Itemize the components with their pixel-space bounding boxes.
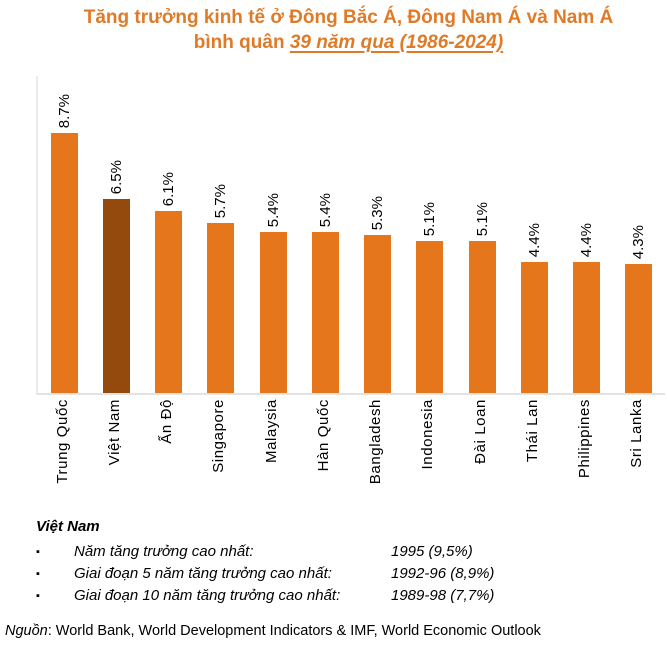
note-label: Giai đoạn 10 năm tăng trưởng cao nhất: bbox=[74, 587, 341, 604]
category-label: Singapore bbox=[210, 399, 228, 473]
category-label: Thái Lan bbox=[523, 399, 541, 463]
bar bbox=[520, 262, 548, 393]
bar-group: 4.3% bbox=[613, 76, 665, 393]
bar-group: 6.5% bbox=[90, 76, 142, 393]
bar-value-label: 5.7% bbox=[212, 183, 230, 218]
bar-group: 4.4% bbox=[561, 76, 613, 393]
bullet-icon: ▪ bbox=[36, 568, 40, 580]
note-value: 1992-96 (8,9%) bbox=[391, 565, 495, 582]
bar bbox=[102, 199, 130, 393]
bar bbox=[311, 232, 339, 393]
bar-value-label: 5.4% bbox=[264, 192, 282, 227]
bar-value-label: 6.1% bbox=[160, 171, 178, 206]
note-row: ▪ Giai đoạn 10 năm tăng trưởng cao nhất: 1… bbox=[36, 585, 636, 607]
category-label: Malaysia bbox=[262, 399, 280, 463]
notes-heading: Việt Nam bbox=[36, 518, 100, 535]
bar-group: 5.1% bbox=[404, 76, 456, 393]
category-slot: Việt Nam bbox=[88, 399, 140, 517]
bar-value-label: 5.1% bbox=[421, 201, 439, 236]
vietnam-notes-block: Việt Nam ▪ Năm tăng trưởng cao nhất: 1995 … bbox=[36, 518, 636, 607]
bar-group: 5.4% bbox=[247, 76, 299, 393]
note-label: Năm tăng trưởng cao nhất: bbox=[74, 543, 254, 560]
category-slot: Trung Quốc bbox=[36, 399, 88, 517]
bar bbox=[364, 235, 392, 393]
category-slot: Bangladesh bbox=[350, 399, 402, 517]
bar-group: 4.4% bbox=[508, 76, 560, 393]
note-value: 1989-98 (7,7%) bbox=[391, 587, 495, 604]
category-label: Hàn Quốc bbox=[314, 399, 332, 472]
category-label: Philippines bbox=[576, 399, 594, 479]
category-slot: Singapore bbox=[193, 399, 245, 517]
category-slot: Đài Loan bbox=[454, 399, 506, 517]
plot-area: 8.7% 6.5% 6.1% 5.7% 5.4% 5.4% 5.3% 5.1% 5.1% 4.4%… bbox=[36, 76, 665, 395]
category-label: Ấn Độ bbox=[158, 399, 176, 444]
bar-group: 5.7% bbox=[195, 76, 247, 393]
bullet-icon: ▪ bbox=[36, 546, 40, 558]
chart-title: Tăng trưởng kinh tế ở Đông Bắc Á, Đông N… bbox=[30, 5, 667, 55]
bar bbox=[468, 241, 496, 393]
source-prefix: Nguồn bbox=[5, 623, 48, 639]
note-row: ▪ Năm tăng trưởng cao nhất: 1995 (9,5%) bbox=[36, 541, 636, 563]
notes-rows: ▪ Năm tăng trưởng cao nhất: 1995 (9,5%) ▪ Gi… bbox=[36, 541, 636, 607]
note-label: Giai đoạn 5 năm tăng trưởng cao nhất: bbox=[74, 565, 332, 582]
category-slot: Hàn Quốc bbox=[297, 399, 349, 517]
category-label: Sri Lanka bbox=[628, 399, 646, 468]
bar-value-label: 4.4% bbox=[578, 222, 596, 257]
category-axis: Trung Quốc Việt Nam Ấn Độ Singapore Malaysia… bbox=[36, 399, 663, 517]
bar-value-label: 5.3% bbox=[369, 195, 387, 230]
bar bbox=[259, 232, 287, 393]
bar bbox=[155, 211, 183, 393]
category-slot: Philippines bbox=[559, 399, 611, 517]
bar-value-label: 6.5% bbox=[107, 159, 125, 194]
bar-group: 5.4% bbox=[299, 76, 351, 393]
bar bbox=[207, 223, 235, 393]
bar bbox=[625, 264, 653, 393]
note-row: ▪ Giai đoạn 5 năm tăng trưởng cao nhất: 19… bbox=[36, 563, 636, 585]
bar-value-label: 5.1% bbox=[473, 201, 491, 236]
bar-group: 5.1% bbox=[456, 76, 508, 393]
bar bbox=[573, 262, 601, 393]
category-label: Trung Quốc bbox=[53, 399, 71, 484]
bar bbox=[416, 241, 444, 393]
chart-title-line2: bình quân 39 năm qua (1986-2024) bbox=[30, 30, 667, 55]
chart-title-line1: Tăng trưởng kinh tế ở Đông Bắc Á, Đông N… bbox=[83, 7, 614, 28]
source-text: : World Bank, World Development Indicato… bbox=[47, 623, 541, 639]
category-slot: Sri Lanka bbox=[611, 399, 663, 517]
category-slot: Malaysia bbox=[245, 399, 297, 517]
bar-group: 6.1% bbox=[143, 76, 195, 393]
category-slot: Thái Lan bbox=[506, 399, 558, 517]
category-label: Bangladesh bbox=[367, 399, 385, 485]
bar-value-label: 5.4% bbox=[316, 192, 334, 227]
category-label: Đài Loan bbox=[471, 399, 489, 464]
bar-group: 8.7% bbox=[38, 76, 90, 393]
category-slot: Ấn Độ bbox=[141, 399, 193, 517]
bar-group: 5.3% bbox=[352, 76, 404, 393]
bar-value-label: 4.4% bbox=[525, 222, 543, 257]
bar-value-label: 8.7% bbox=[55, 93, 73, 128]
chart-title-line2-prefix: bình quân bbox=[193, 32, 290, 53]
source-line: Nguồn: World Bank, World Development Ind… bbox=[5, 623, 541, 639]
chart-title-period: 39 năm qua (1986-2024) bbox=[289, 32, 504, 53]
category-label: Việt Nam bbox=[105, 399, 123, 466]
bar-value-label: 4.3% bbox=[630, 224, 648, 259]
note-value: 1995 (9,5%) bbox=[391, 543, 473, 560]
category-slot: Indonesia bbox=[402, 399, 454, 517]
bullet-icon: ▪ bbox=[36, 590, 40, 602]
category-label: Indonesia bbox=[419, 399, 437, 470]
bar bbox=[50, 133, 78, 393]
